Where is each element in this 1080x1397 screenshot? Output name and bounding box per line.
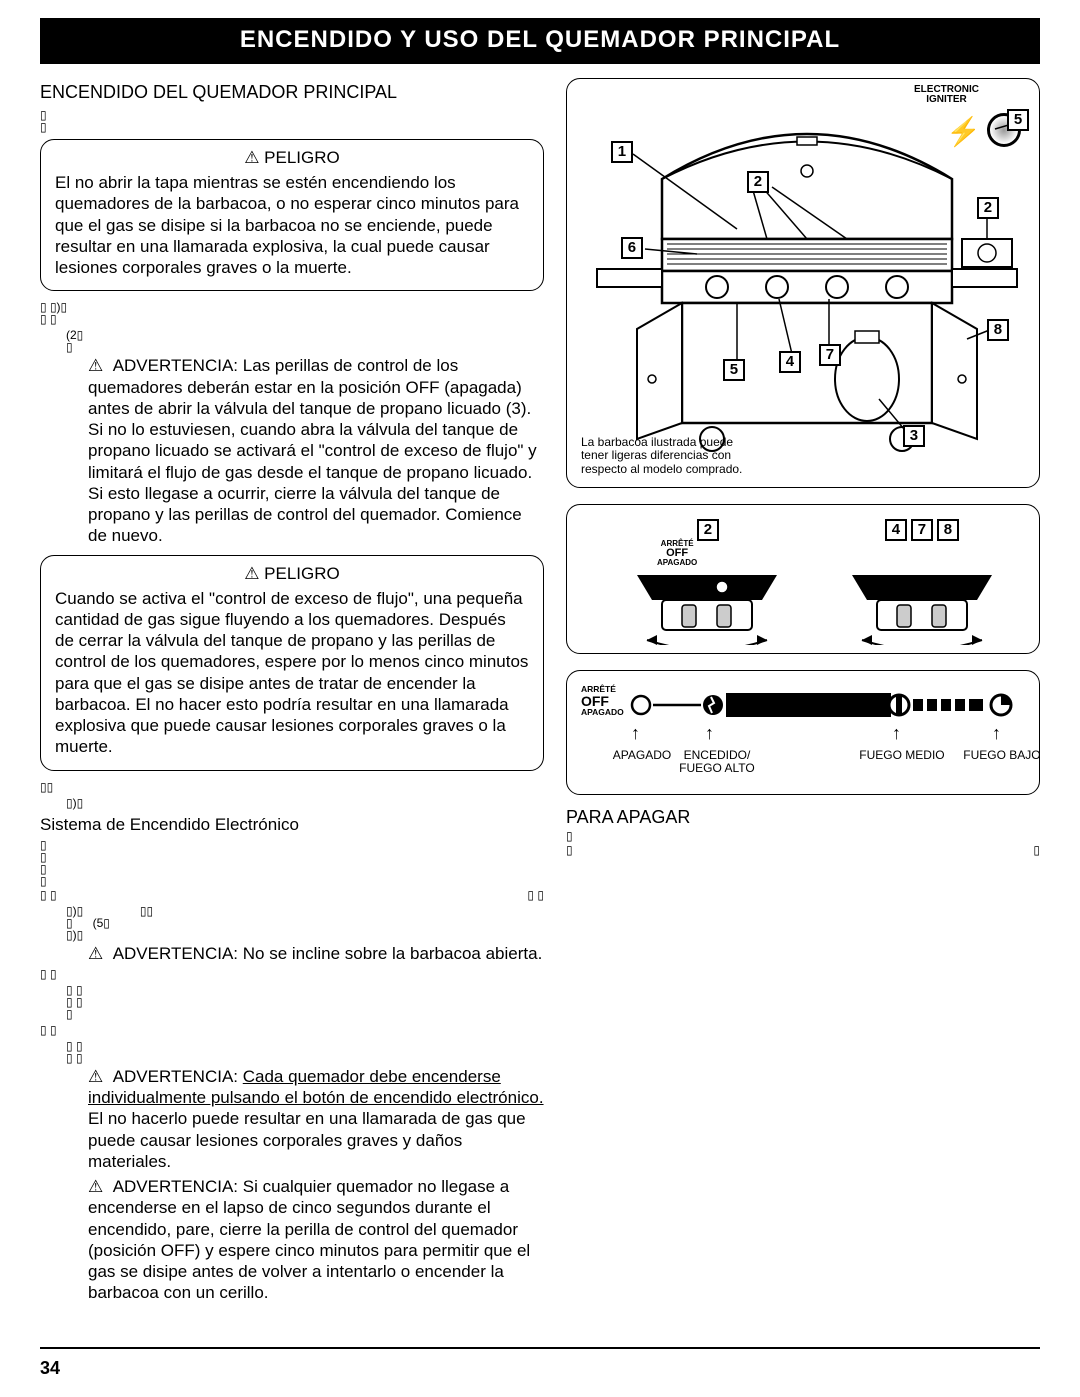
knob-right (842, 545, 982, 645)
body-text-placeholder: ▯ (566, 830, 1040, 842)
arrow-up-icon: ↑ (992, 723, 1001, 744)
fig2-callout-8: 8 (937, 519, 959, 541)
figure-grill: ELECTRONIC IGNITER ⚡ (566, 78, 1040, 488)
body-text-placeholder: ▯▯ (40, 109, 544, 133)
subheading-electronic: Sistema de Encendido Electrónico (40, 815, 544, 835)
danger-title: ⚠ PELIGRO (55, 564, 529, 584)
body-text-placeholder: ▯ ▯ (40, 1024, 544, 1036)
warning-2: ⚠ ADVERTENCIA: No se incline sobre la ba… (66, 943, 544, 964)
callout-3: 3 (903, 425, 925, 447)
dial-label-med: FUEGO MEDIO (852, 749, 952, 762)
figure-dial-strip: ARRÊTÉ OFF APAGADO (566, 670, 1040, 795)
body-text-placeholder: ▯ ▯ (40, 968, 544, 980)
body-text-placeholder: ▯)▯ ▯▯▯ (5▯▯)▯ (66, 905, 544, 941)
right-column: ELECTRONIC IGNITER ⚡ (566, 78, 1040, 1304)
danger-box-1: ⚠ PELIGRO El no abrir la tapa mientras s… (40, 139, 544, 291)
callout-2: 2 (747, 171, 769, 193)
body-text-placeholder: ▯ ▯▯ ▯ (40, 889, 544, 901)
dial-strip: ARRÊTÉ OFF APAGADO (581, 685, 1025, 716)
body-text-placeholder: ▯ ▯▯ ▯ (66, 1040, 544, 1064)
page-title: ENCENDIDO Y USO DEL QUEMADOR PRINCIPAL (240, 26, 840, 53)
grill-illustration (567, 79, 1042, 489)
callout-4: 4 (779, 351, 801, 373)
fig2-callout-2: 2 (697, 519, 719, 541)
section-heading: ENCENDIDO DEL QUEMADOR PRINCIPAL (40, 82, 544, 103)
warning-3: ⚠ ADVERTENCIA: Cada quemador debe encend… (66, 1066, 544, 1172)
danger-title: ⚠ PELIGRO (55, 148, 529, 168)
body-text-placeholder: ▯)▯ (66, 797, 544, 809)
danger-box-2: ⚠ PELIGRO Cuando se activa el "control d… (40, 555, 544, 771)
fig2-callout-4: 4 (885, 519, 907, 541)
fig2-callout-7: 7 (911, 519, 933, 541)
body-text-placeholder: ▯ ▯▯ ▯▯ (66, 984, 544, 1020)
callout-5: 5 (723, 359, 745, 381)
warning-4: ⚠ ADVERTENCIA: Si cualquier quemador no … (66, 1176, 544, 1304)
footer-rule (40, 1347, 1040, 1349)
figure-caption: La barbacoa ilustrada puede tener ligera… (581, 436, 751, 477)
body-text-placeholder: ▯▯ (566, 844, 1040, 856)
knob-left: ARRÊTÉ OFF APAGADO (627, 545, 767, 645)
callout-1: 1 (611, 141, 633, 163)
danger-text-2: Cuando se activa el "control de exceso d… (55, 588, 529, 758)
left-column: ENCENDIDO DEL QUEMADOR PRINCIPAL ▯▯ ⚠ PE… (40, 78, 544, 1304)
page-number: 34 (40, 1358, 60, 1379)
callout-8: 8 (987, 319, 1009, 341)
dial-label-low: FUEGO BAJO (957, 749, 1047, 762)
page-title-bar: ENCENDIDO Y USO DEL QUEMADOR PRINCIPAL (40, 18, 1040, 64)
figure-knobs: 2 4 7 8 ARRÊTÉ OFF APA (566, 504, 1040, 654)
arrow-up-icon: ↑ (705, 723, 714, 744)
arrow-up-icon: ↑ (892, 723, 901, 744)
callout-7: 7 (819, 344, 841, 366)
body-text-placeholder: ▯▯ (40, 781, 544, 793)
dial-label-off: APAGADO (607, 749, 677, 762)
two-column-layout: ENCENDIDO DEL QUEMADOR PRINCIPAL ▯▯ ⚠ PE… (40, 78, 1040, 1304)
danger-text-1: El no abrir la tapa mientras se estén en… (55, 172, 529, 278)
para-apagar-heading: PARA APAGAR (566, 807, 1040, 828)
callout-6: 6 (621, 237, 643, 259)
arrow-up-icon: ↑ (631, 723, 640, 744)
body-text-placeholder: ▯ ▯)▯▯ ▯ (40, 301, 544, 325)
callout-5b: 5 (1007, 109, 1029, 131)
body-text-placeholder: (2▯▯ (66, 329, 544, 353)
body-text-placeholder: ▯▯▯▯ (40, 839, 544, 887)
callout-2b: 2 (977, 197, 999, 219)
warning-1: ⚠ ADVERTENCIA: Las perillas de control d… (66, 355, 544, 546)
dial-label-high: ENCEDIDO/ FUEGO ALTO (672, 749, 762, 775)
